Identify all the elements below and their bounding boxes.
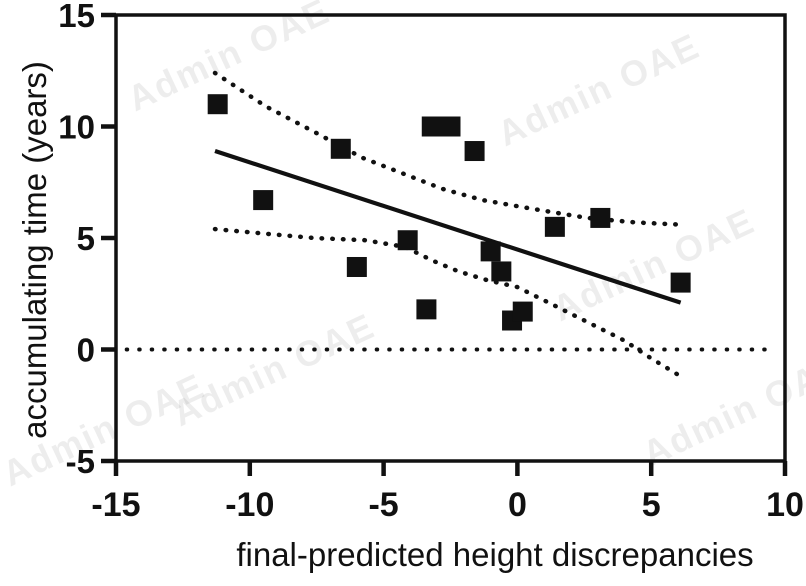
y-tick-label: 15 xyxy=(58,0,95,34)
x-axis-title: final-predicted height discrepancies xyxy=(236,536,753,573)
y-tick-label: 0 xyxy=(77,332,95,369)
data-point-square xyxy=(416,299,437,320)
data-point-square xyxy=(670,272,691,293)
data-point-square xyxy=(330,138,351,159)
data-point-square xyxy=(512,301,533,322)
data-point-square xyxy=(590,207,611,228)
data-point-square xyxy=(346,256,367,277)
y-tick-label: 5 xyxy=(77,220,95,257)
data-point-square xyxy=(253,190,274,211)
y-tick-label: 10 xyxy=(58,109,95,146)
x-tick-label: -10 xyxy=(225,486,274,524)
x-tick-label: 5 xyxy=(642,486,661,524)
ci-lower-dotted-curve xyxy=(212,226,683,379)
ci-upper-dotted-curve xyxy=(212,70,683,227)
regression-line xyxy=(214,149,682,305)
x-tick-label: -5 xyxy=(368,486,398,524)
data-point-square xyxy=(207,94,228,115)
data-point-square xyxy=(464,141,485,162)
chart-generated-layer: -15 -10 -5 0 5 10 -5 0 5 10 15 xyxy=(58,0,804,524)
data-point-square xyxy=(491,261,512,282)
data-point-square xyxy=(544,216,565,237)
data-point-square xyxy=(440,116,461,137)
y-axis-title: accumulating time (years) xyxy=(16,61,53,439)
data-point-square xyxy=(480,241,501,262)
data-point-square xyxy=(421,116,442,137)
data-point-square xyxy=(397,230,418,251)
plot-frame xyxy=(114,13,787,463)
x-tick-label: -15 xyxy=(91,486,140,524)
x-tick-label: 0 xyxy=(508,486,527,524)
x-tick-label: 10 xyxy=(766,486,804,524)
y-tick-label: -5 xyxy=(66,443,95,480)
